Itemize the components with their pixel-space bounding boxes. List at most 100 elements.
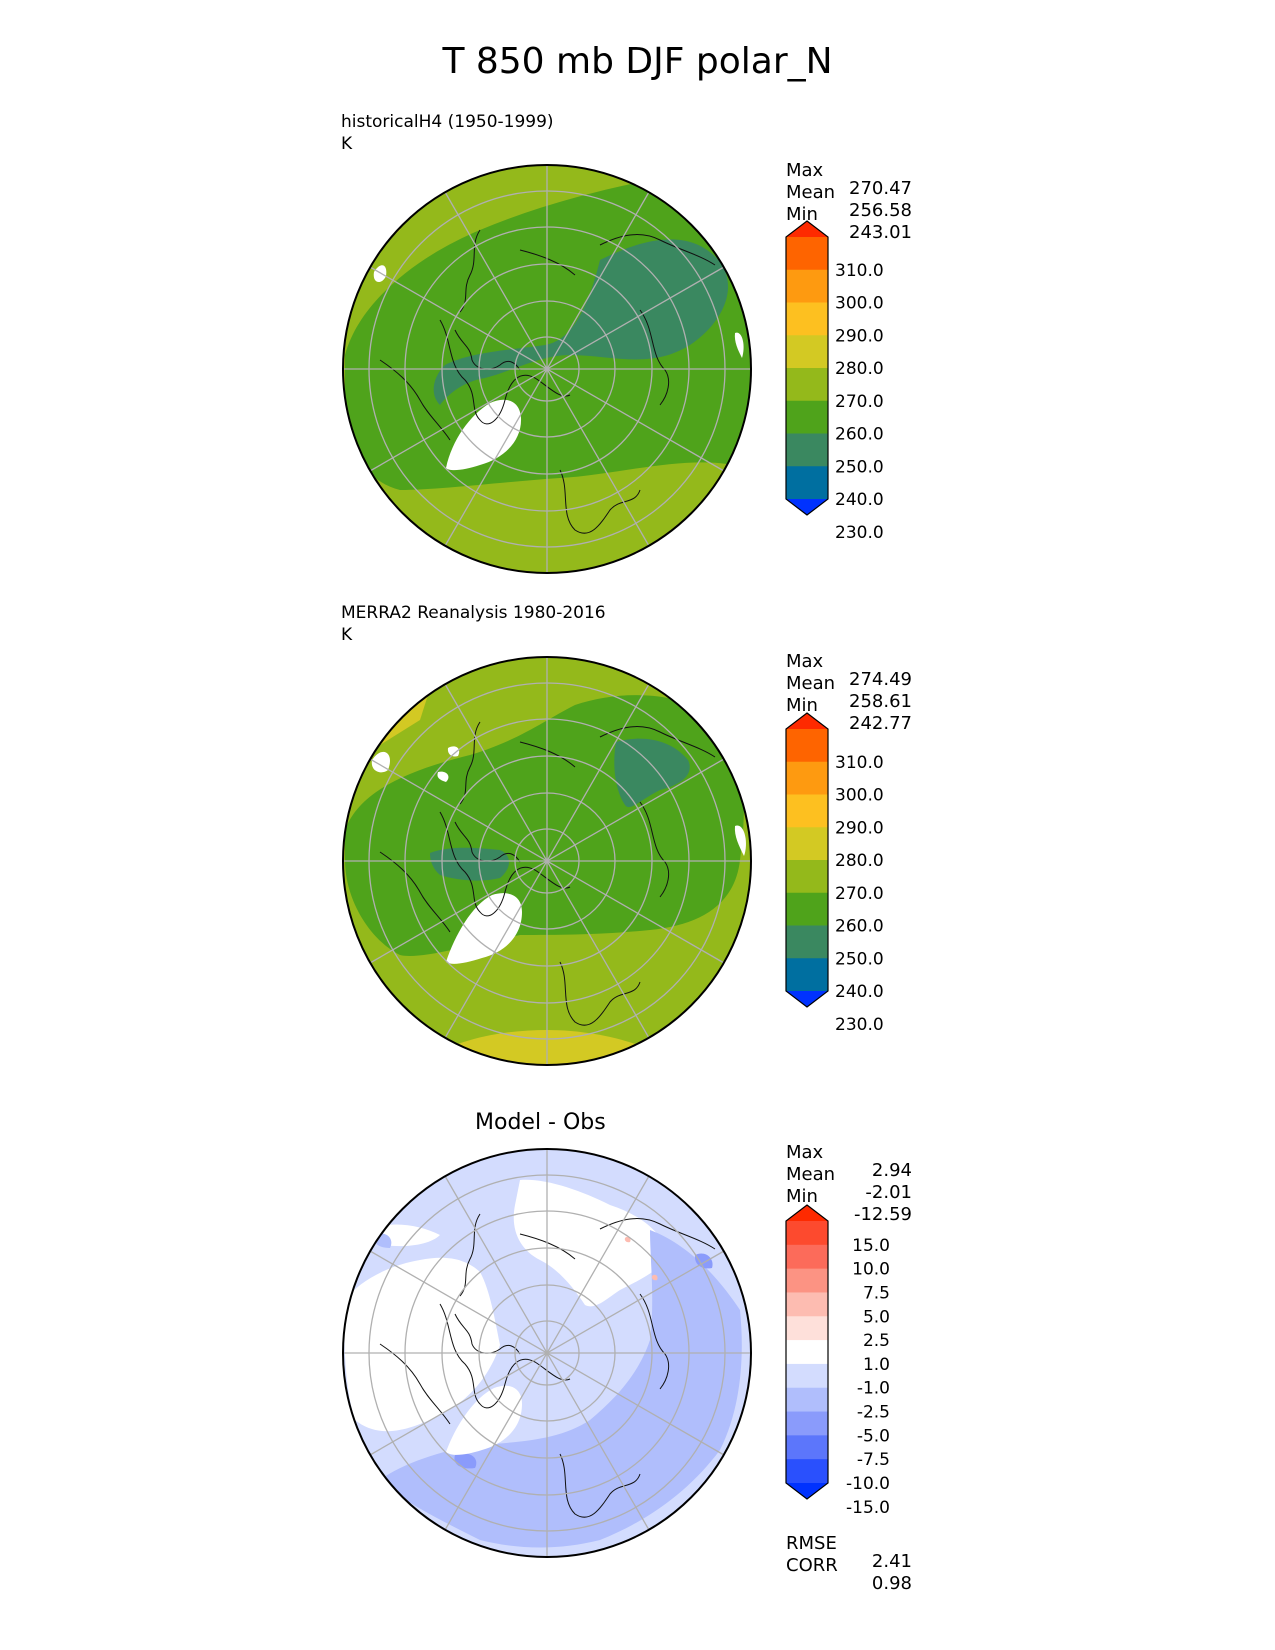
colorbar-tick-label: 1.0 <box>863 1355 890 1375</box>
stat-value: 270.47 <box>849 178 912 199</box>
stat-label: Max <box>786 1142 824 1163</box>
panel3-stat-max: Max 2.94 <box>786 1126 912 1180</box>
colorbar-tick-label: 290.0 <box>835 818 884 838</box>
colorbar-swatch <box>786 221 828 237</box>
colorbar-swatch <box>786 499 828 515</box>
stat-value: 0.98 <box>871 1573 912 1594</box>
colorbar-swatch <box>786 925 828 959</box>
panel2-stat-max: Max 274.49 <box>786 635 912 689</box>
colorbar-tick-label: 310.0 <box>835 753 884 773</box>
colorbar-tick-label: 250.0 <box>835 457 884 477</box>
panel3-stat-corr: CORR 0.98 <box>786 1539 912 1593</box>
graticule <box>343 165 751 573</box>
colorbar-swatch <box>786 1340 828 1365</box>
colorbar-tick-label: -10.0 <box>846 1474 890 1494</box>
colorbar-swatch <box>786 1268 828 1294</box>
colorbar-tick-label: 240.0 <box>835 490 884 510</box>
colorbar-tick-label: 270.0 <box>835 392 884 412</box>
colorbar-tick-label: 5.0 <box>863 1307 890 1327</box>
colorbar-tick-label: 260.0 <box>835 917 884 937</box>
panel3-stat-rmse: RMSE 2.41 <box>786 1517 912 1571</box>
colorbar-tick-label: 280.0 <box>835 359 884 379</box>
colorbar-tick-label: 270.0 <box>835 884 884 904</box>
colorbar-swatch <box>786 827 828 861</box>
colorbar-swatch <box>786 1292 828 1317</box>
colorbar-swatch <box>786 1244 828 1270</box>
panel1-stat-min: Min 243.01 <box>786 188 912 242</box>
colorbar-swatch <box>786 794 828 828</box>
colorbar-tick-label: 7.5 <box>863 1283 890 1303</box>
panel3-title: Model - Obs <box>475 1110 606 1135</box>
panel3-stat-min: Min -12.59 <box>786 1170 912 1224</box>
stat-label: RMSE <box>786 1533 837 1554</box>
stat-value: -2.01 <box>865 1182 912 1203</box>
colorbar-tick-label: 240.0 <box>835 982 884 1002</box>
colorbar-swatch <box>786 1483 828 1499</box>
colorbar-swatch <box>786 237 828 271</box>
panel1-stat-mean: Mean 256.58 <box>786 166 912 220</box>
panel1-units: K <box>341 134 353 154</box>
stat-label: Min <box>786 204 818 225</box>
figure-title: T 850 mb DJF polar_N <box>442 41 833 82</box>
colorbar-swatch <box>786 1221 828 1246</box>
colorbar-swatch <box>786 400 828 435</box>
colorbar-difference: 15.0 10.0 7.5 5.0 2.5 1.0 -1.0 -2.5 -5.0 -7.5 -10.… <box>785 1204 890 1518</box>
colorbar-swatch <box>786 335 828 369</box>
colorbar-tick-label: 310.0 <box>835 261 884 281</box>
colorbar-tick-label: 290.0 <box>835 326 884 346</box>
colorbar-swatch <box>786 302 828 336</box>
stat-label: CORR <box>786 1555 838 1576</box>
map-boundary <box>342 656 752 1066</box>
colorbar-swatch <box>786 1435 828 1460</box>
colorbar-swatch <box>786 1459 828 1484</box>
colorbar-tick-label: 280.0 <box>835 851 884 871</box>
stat-label: Max <box>786 651 824 672</box>
stat-label: Mean <box>786 673 836 694</box>
stat-value: 2.41 <box>871 1551 912 1572</box>
colorbar-swatch <box>786 1316 828 1341</box>
stat-value: 243.01 <box>849 222 912 243</box>
graticule <box>343 1149 751 1557</box>
stat-label: Min <box>786 695 818 716</box>
colorbar-outline <box>785 712 829 1008</box>
map-boundary <box>342 164 752 574</box>
colorbar-swatch <box>786 433 828 467</box>
colorbar-swatch <box>786 991 828 1007</box>
panel3-stat-mean: Mean -2.01 <box>786 1148 912 1202</box>
panel2-stat-mean: Mean 258.61 <box>786 657 912 711</box>
map-boundary <box>342 1148 752 1558</box>
stat-label: Min <box>786 1186 818 1207</box>
stat-value: 274.49 <box>849 669 912 690</box>
map-panel-model <box>342 164 752 574</box>
colorbar-swatch <box>786 1363 828 1389</box>
colorbar-model: 310.0 300.0 290.0 280.0 270.0 260.0 250.0 240.0… <box>785 220 884 543</box>
colorbar-swatch <box>786 958 828 992</box>
colorbar-tick-label: 15.0 <box>852 1236 890 1256</box>
stat-label: Mean <box>786 182 836 203</box>
colorbar-tick-label: -1.0 <box>857 1379 890 1399</box>
colorbar-tick-label: 260.0 <box>835 425 884 445</box>
colorbar-tick-label: 230.0 <box>835 523 884 543</box>
colorbar-swatch <box>786 1387 828 1413</box>
colorbar-swatch <box>786 892 828 927</box>
panel2-title: MERRA2 Reanalysis 1980-2016 <box>341 603 606 623</box>
colorbar-tick-label: 230.0 <box>835 1015 884 1035</box>
colorbar-swatch <box>786 269 828 304</box>
panel2-units: K <box>341 625 353 645</box>
panel2-stat-min: Min 242.77 <box>786 679 912 733</box>
stat-value: -12.59 <box>853 1204 912 1225</box>
colorbar-tick-label: 10.0 <box>852 1260 890 1280</box>
colorbar-outline <box>785 220 829 516</box>
colorbar-swatch <box>786 761 828 796</box>
colorbar-tick-label: -7.5 <box>857 1450 890 1470</box>
colorbar-swatch <box>786 368 828 402</box>
stat-label: Max <box>786 160 824 181</box>
colorbar-tick-label: -5.0 <box>857 1426 890 1446</box>
stat-value: 2.94 <box>871 1160 912 1181</box>
colorbar-swatch <box>786 466 828 500</box>
colorbar-swatch <box>786 1205 828 1221</box>
panel1-stat-max: Max 270.47 <box>786 144 912 198</box>
graticule <box>343 657 751 1065</box>
stat-value: 258.61 <box>849 691 912 712</box>
